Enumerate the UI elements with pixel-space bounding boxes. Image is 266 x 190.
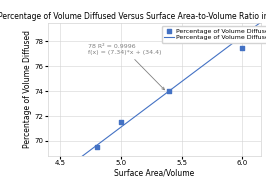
- Percentage of Volume Diffused - fit: [241, 35, 244, 37]
- Percentage of Volume Diffused: [94, 146, 99, 149]
- Text: 78 R² = 0.9996
f(x) = (7.34)*x + (34.4): 78 R² = 0.9996 f(x) = (7.34)*x + (34.4): [88, 44, 164, 90]
- Percentage of Volume Diffused: [167, 90, 172, 93]
- Percentage of Volume Diffused - fit: [103, 138, 106, 141]
- Y-axis label: Percentage of Volume Diffused: Percentage of Volume Diffused: [23, 30, 32, 148]
- Percentage of Volume Diffused - fit: [86, 151, 89, 153]
- Line: Percentage of Volume Diffused - fit: Percentage of Volume Diffused - fit: [48, 22, 261, 182]
- Percentage of Volume Diffused: [240, 46, 244, 49]
- Percentage of Volume Diffused - fit: [259, 21, 262, 23]
- X-axis label: Surface Area/Volume: Surface Area/Volume: [114, 169, 194, 178]
- Title: Percentage of Volume Diffused Versus Surface Area-to-Volume Ratio in Agar Cells: Percentage of Volume Diffused Versus Sur…: [0, 12, 266, 21]
- Percentage of Volume Diffused - fit: [46, 181, 49, 183]
- Percentage of Volume Diffused - fit: [248, 29, 252, 32]
- Percentage of Volume Diffused: [119, 121, 123, 124]
- Legend: Percentage of Volume Diffused, Percentage of Volume Diffused - fit: Percentage of Volume Diffused, Percentag…: [162, 26, 266, 43]
- Percentage of Volume Diffused - fit: [59, 171, 62, 173]
- Percentage of Volume Diffused - fit: [55, 174, 58, 177]
